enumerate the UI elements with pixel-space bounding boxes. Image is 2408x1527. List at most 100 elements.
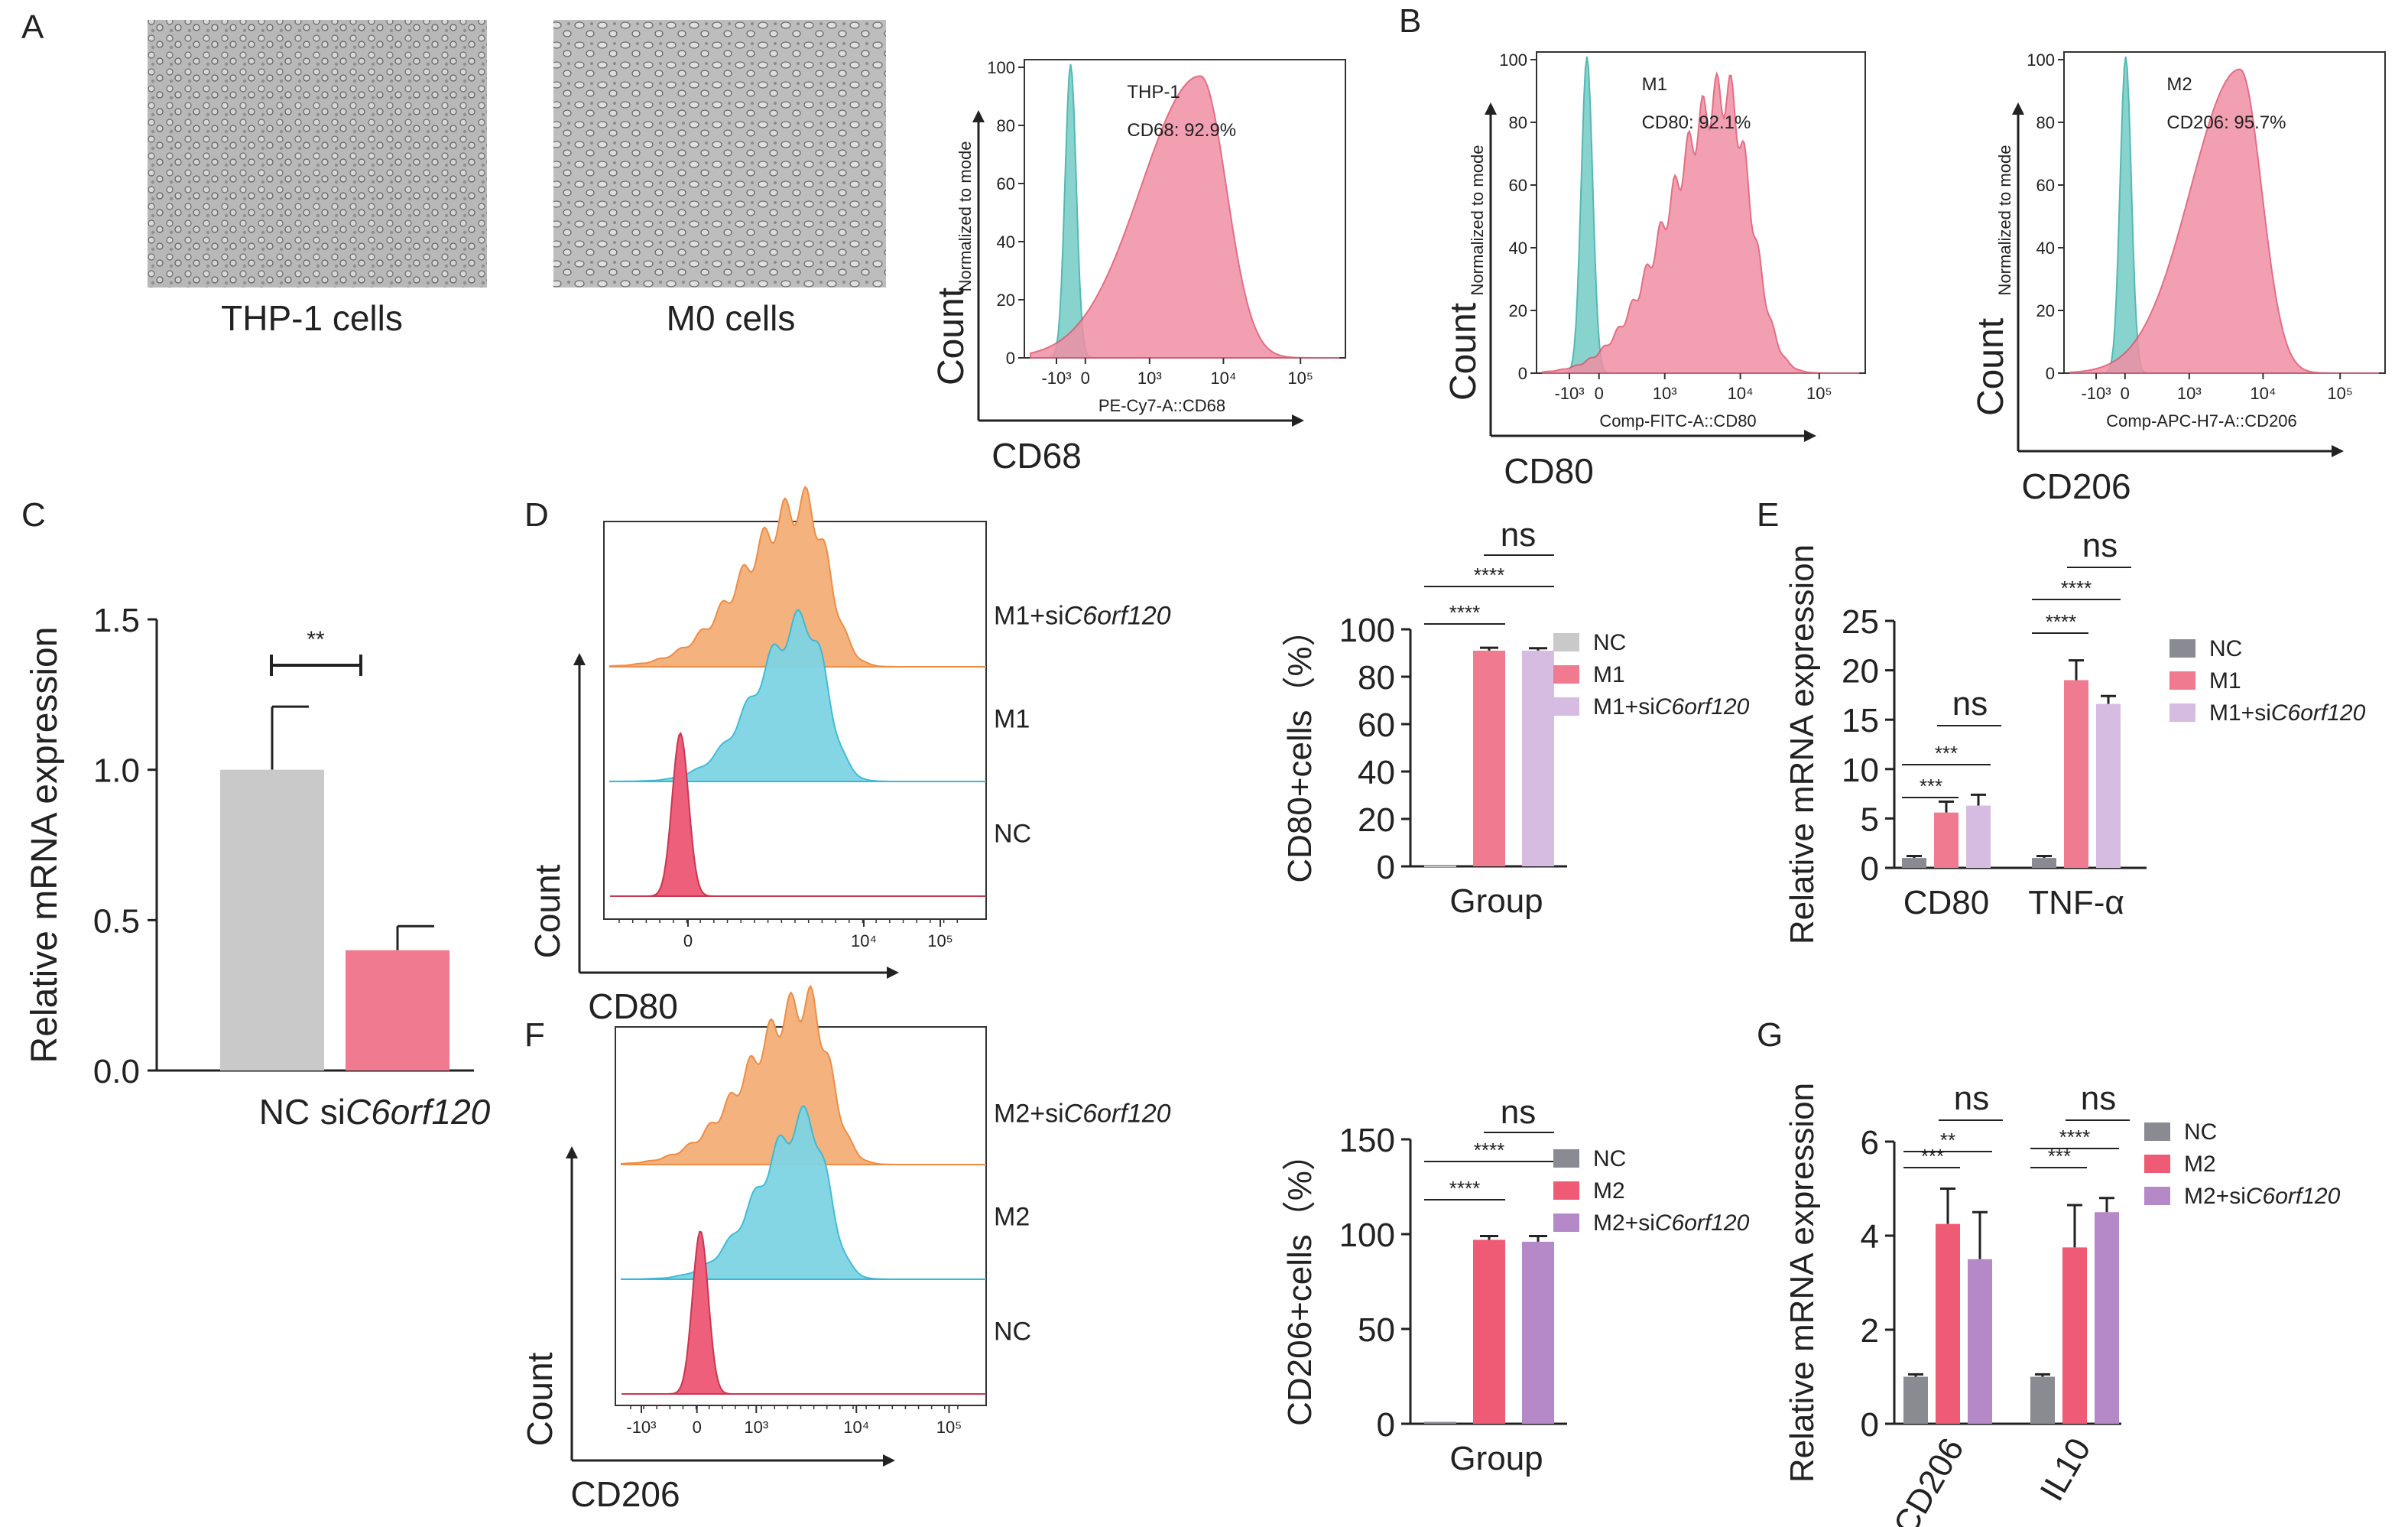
legend-label: NC <box>1593 630 1626 655</box>
row-label: NC <box>994 1317 1031 1347</box>
histogram-polarized <box>609 609 980 782</box>
y-tick-label: 100 <box>1339 1217 1395 1254</box>
x-tick-label: 0 <box>683 931 693 950</box>
significance-mark: ns <box>1501 1093 1536 1131</box>
y-axis-label: CD80+cells（%） <box>1281 612 1319 882</box>
y-tick-label: 60 <box>1509 176 1527 195</box>
x-tick-label: 10⁵ <box>936 1418 962 1437</box>
significance-mark: *** <box>1920 775 1942 798</box>
chart-panel-g: 0 2 4 6 Relative mRNA expression ***** ns CD206… <box>1783 1080 2341 1527</box>
x-tick-label: 0 <box>1595 384 1604 403</box>
y-tick-label: 15 <box>1842 702 1879 739</box>
micrograph-m0-image <box>553 20 886 288</box>
x-tick-label: -10³ <box>1041 369 1071 388</box>
legend-swatch <box>1553 665 1579 684</box>
x-tick-label: 10³ <box>1137 369 1162 388</box>
y-tick-label: 1.0 <box>93 752 140 790</box>
y-axis-arrowhead <box>566 1146 578 1158</box>
x-tick-label: 10³ <box>744 1418 768 1437</box>
significance-mark: *** <box>1921 1145 1944 1168</box>
x-axis-inner-label: Comp-APC-H7-A::CD206 <box>2106 411 2296 430</box>
flow-histogram-cd206: 0 20 40 60 80 100 -10³ 0 10³ 10⁴ 10⁵ M2 CD206: 95.7%… <box>1971 50 2386 506</box>
x-tick-label: 0 <box>2121 384 2130 403</box>
y-axis-label: Count <box>520 1352 560 1446</box>
y-tick-label: 1.5 <box>93 602 140 639</box>
y-tick-label: 20 <box>2036 301 2055 320</box>
x-tick-label: 10⁵ <box>927 931 953 950</box>
bar-M2+siC6orf120 <box>1522 1241 1554 1424</box>
y-tick-label: 0.0 <box>93 1053 140 1090</box>
legend-swatch <box>1553 1213 1579 1232</box>
y-tick-label: 80 <box>1358 659 1395 697</box>
histogram-sample <box>2069 68 2379 374</box>
y-axis-inner-label: Normalized to mode <box>956 141 975 292</box>
significance-mark: **** <box>2046 610 2076 633</box>
y-axis-arrowhead <box>972 110 985 122</box>
y-axis-arrowhead <box>1485 102 1497 115</box>
bar-NC <box>1424 866 1456 868</box>
legend-swatch <box>2144 1187 2170 1205</box>
bar-CD80-M1 <box>1934 812 1959 868</box>
x-tick-label: 10⁴ <box>1210 369 1236 388</box>
gate-percent: CD206: 95.7% <box>2166 112 2286 133</box>
x-axis-outer-label: CD80 <box>1504 451 1594 491</box>
bar-TNF-α-M1+siC6orf120 <box>2096 703 2121 868</box>
legend-label: NC <box>1593 1146 1626 1171</box>
legend-swatch <box>2144 1155 2170 1173</box>
row-label: NC <box>994 820 1031 849</box>
x-tick-label: 0 <box>693 1418 702 1437</box>
x-tick-label: 10⁵ <box>1287 369 1313 388</box>
y-tick-label: 100 <box>2027 50 2055 70</box>
y-axis-label: CD206+cells（%） <box>1281 1137 1319 1426</box>
bar-IL10-M2 <box>2062 1247 2087 1424</box>
x-tick-label: 10³ <box>1653 384 1677 403</box>
bar-TNF-α-M1 <box>2064 680 2088 868</box>
x-axis-inner-label: Comp-FITC-A::CD80 <box>1599 411 1756 430</box>
x-tick-label: IL10 <box>2033 1432 2098 1508</box>
significance-mark: *** <box>1935 742 1958 765</box>
bar-IL10-M2+siC6orf120 <box>2095 1212 2119 1424</box>
legend-label: M1 <box>1593 662 1625 687</box>
legend-swatch <box>2144 1123 2170 1141</box>
significance-mark: ns <box>1952 685 1988 723</box>
bar-CD206-M2 <box>1936 1223 1960 1424</box>
panel-label-f: F <box>524 1016 545 1054</box>
legend-label: NC <box>2184 1119 2217 1145</box>
x-tick-label: siC6orf120 <box>320 1092 491 1132</box>
x-axis-label: Group <box>1449 1440 1543 1477</box>
legend-label: M2+siC6orf120 <box>1593 1210 1750 1236</box>
x-tick-label: -10³ <box>626 1418 656 1437</box>
y-axis-label: Relative mRNA expression <box>1783 1083 1821 1483</box>
x-axis-arrowhead <box>883 1454 895 1467</box>
x-tick-label: TNF-α <box>2028 884 2124 921</box>
y-tick-label: 0 <box>1861 850 1879 888</box>
bar-M1+siC6orf120 <box>1522 650 1554 866</box>
row-label: M2+siC6orf120 <box>994 1100 1171 1129</box>
significance-mark: ns <box>1501 516 1536 554</box>
bar-NC <box>220 769 324 1071</box>
x-axis-arrowhead <box>887 967 899 979</box>
bar-CD80-NC <box>1902 858 1926 868</box>
x-tick-label: CD80 <box>1903 884 1990 921</box>
y-tick-label: 0.5 <box>93 902 140 940</box>
y-tick-label: 60 <box>1358 707 1395 744</box>
y-tick-label: 0 <box>1861 1406 1879 1444</box>
y-tick-label: 0 <box>2046 364 2055 383</box>
bar-CD80-M1+siC6orf120 <box>1966 805 1991 868</box>
micrograph-m0-caption: M0 cells <box>667 298 796 338</box>
bar-IL10-NC <box>2030 1376 2055 1424</box>
x-tick-label: 10⁴ <box>843 1418 869 1437</box>
significance-mark: **** <box>1474 1139 1504 1161</box>
x-tick-label: 10⁴ <box>2250 384 2276 403</box>
legend-swatch <box>2169 671 2195 690</box>
y-axis-arrowhead <box>573 653 586 665</box>
x-axis-outer-label: CD68 <box>991 436 1082 476</box>
y-tick-label: 20 <box>1842 653 1879 690</box>
y-tick-label: 100 <box>1499 50 1527 70</box>
y-tick-label: 6 <box>1861 1124 1879 1161</box>
flow-histogram-cd68: 0 20 40 60 80 100 -10³ 0 10³ 10⁴ 10⁵ THP-1 CD68: 92.… <box>931 58 1346 476</box>
bar-M2 <box>1473 1239 1505 1424</box>
legend-label: M1+siC6orf120 <box>2209 700 2366 726</box>
